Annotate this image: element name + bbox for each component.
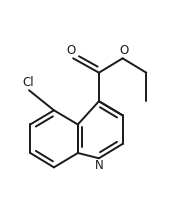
Text: O: O: [119, 44, 128, 57]
Text: Cl: Cl: [22, 76, 34, 89]
Text: N: N: [95, 159, 103, 172]
Text: O: O: [66, 44, 76, 57]
